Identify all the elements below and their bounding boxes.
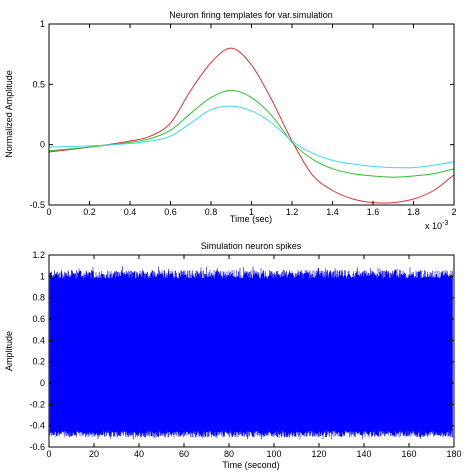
spikes-x-tick-label: 160: [401, 449, 416, 459]
spikes-y-ticks: -0.6 -0.4 -0.2 0 0.2 0.4 0.6 0.8 1 1.2: [29, 250, 454, 452]
template-x-tick-label: 0: [46, 207, 51, 217]
spikes-x-tick-label: 180: [446, 449, 461, 459]
template-x-exponent-label: x 10-3: [425, 220, 448, 231]
template-x-tick-label: 1.4: [326, 207, 339, 217]
spikes-x-tick-label: 120: [311, 449, 326, 459]
template-x-exponent-power: -3: [442, 220, 448, 227]
template-x-axis-label: Time (sec): [230, 214, 272, 224]
spikes-x-tick-label: 140: [356, 449, 371, 459]
template-x-ticks: 0 0.2 0.4 0.6 0.8 1 1.2 1.4 1.6 1.8 2: [46, 24, 457, 217]
spikes-x-tick-label: 0: [46, 449, 51, 459]
template-x-tick-label: 2: [451, 207, 456, 217]
spikes-y-tick-label: 0.6: [32, 314, 45, 324]
template-series-group: [49, 47, 454, 204]
spikes-chart: Simulation neuron spikes 0 20 40 60 80 100 120…: [4, 241, 462, 470]
template-series-line-2: [49, 89, 454, 178]
template-series-line-3: [49, 105, 454, 169]
spikes-y-tick-label: -0.2: [29, 399, 45, 409]
template-y-tick-label: 0.5: [32, 79, 45, 89]
spikes-x-ticks: 0 20 40 60 80 100 120 140 160 180: [46, 255, 462, 459]
spikes-y-tick-label: 0: [40, 378, 45, 388]
spikes-x-tick-label: 100: [266, 449, 281, 459]
spikes-y-tick-label: 1.2: [32, 250, 45, 260]
template-x-tick-label: 0.8: [205, 207, 218, 217]
template-y-tick-label: 1: [40, 19, 45, 29]
spikes-series-trace: [49, 266, 453, 440]
template-x-tick-label: 1.6: [367, 207, 380, 217]
spikes-x-tick-label: 60: [179, 449, 189, 459]
spikes-y-tick-label: -0.6: [29, 442, 45, 452]
spikes-x-axis-label: Time (second): [222, 460, 279, 470]
template-x-tick-label: 1.2: [286, 207, 299, 217]
spikes-y-tick-label: 0.4: [32, 335, 45, 345]
spikes-y-tick-label: -0.4: [29, 421, 45, 431]
spikes-x-tick-label: 40: [134, 449, 144, 459]
template-y-ticks: -0.5 0 0.5 1: [29, 19, 454, 210]
template-series-line-1: [49, 47, 454, 204]
spikes-y-tick-label: 0.2: [32, 357, 45, 367]
template-x-tick-label: 1: [249, 207, 254, 217]
spikes-y-tick-label: 0.8: [32, 293, 45, 303]
template-y-tick-label: -0.5: [29, 200, 45, 210]
template-x-tick-label: 0.4: [124, 207, 137, 217]
template-chart-title: Neuron firing templates for var.simulati…: [169, 10, 333, 20]
template-y-axis-label: Normalized Amplitude: [4, 70, 14, 158]
template-x-tick-label: 0.2: [83, 207, 96, 217]
spikes-chart-title: Simulation neuron spikes: [201, 241, 302, 251]
spikes-x-tick-label: 20: [89, 449, 99, 459]
template-x-tick-label: 1.8: [407, 207, 420, 217]
spikes-series-group: [49, 266, 453, 440]
template-y-tick-label: 0: [40, 140, 45, 150]
spikes-y-axis-label: Amplitude: [4, 331, 14, 371]
spikes-y-tick-label: 1: [40, 271, 45, 281]
spikes-plot-frame: [48, 254, 455, 448]
spikes-x-tick-label: 80: [224, 449, 234, 459]
template-x-tick-label: 0.6: [164, 207, 177, 217]
template-chart: Neuron firing templates for var.simulati…: [4, 10, 457, 231]
template-x-exponent-base: x 10: [425, 221, 442, 231]
